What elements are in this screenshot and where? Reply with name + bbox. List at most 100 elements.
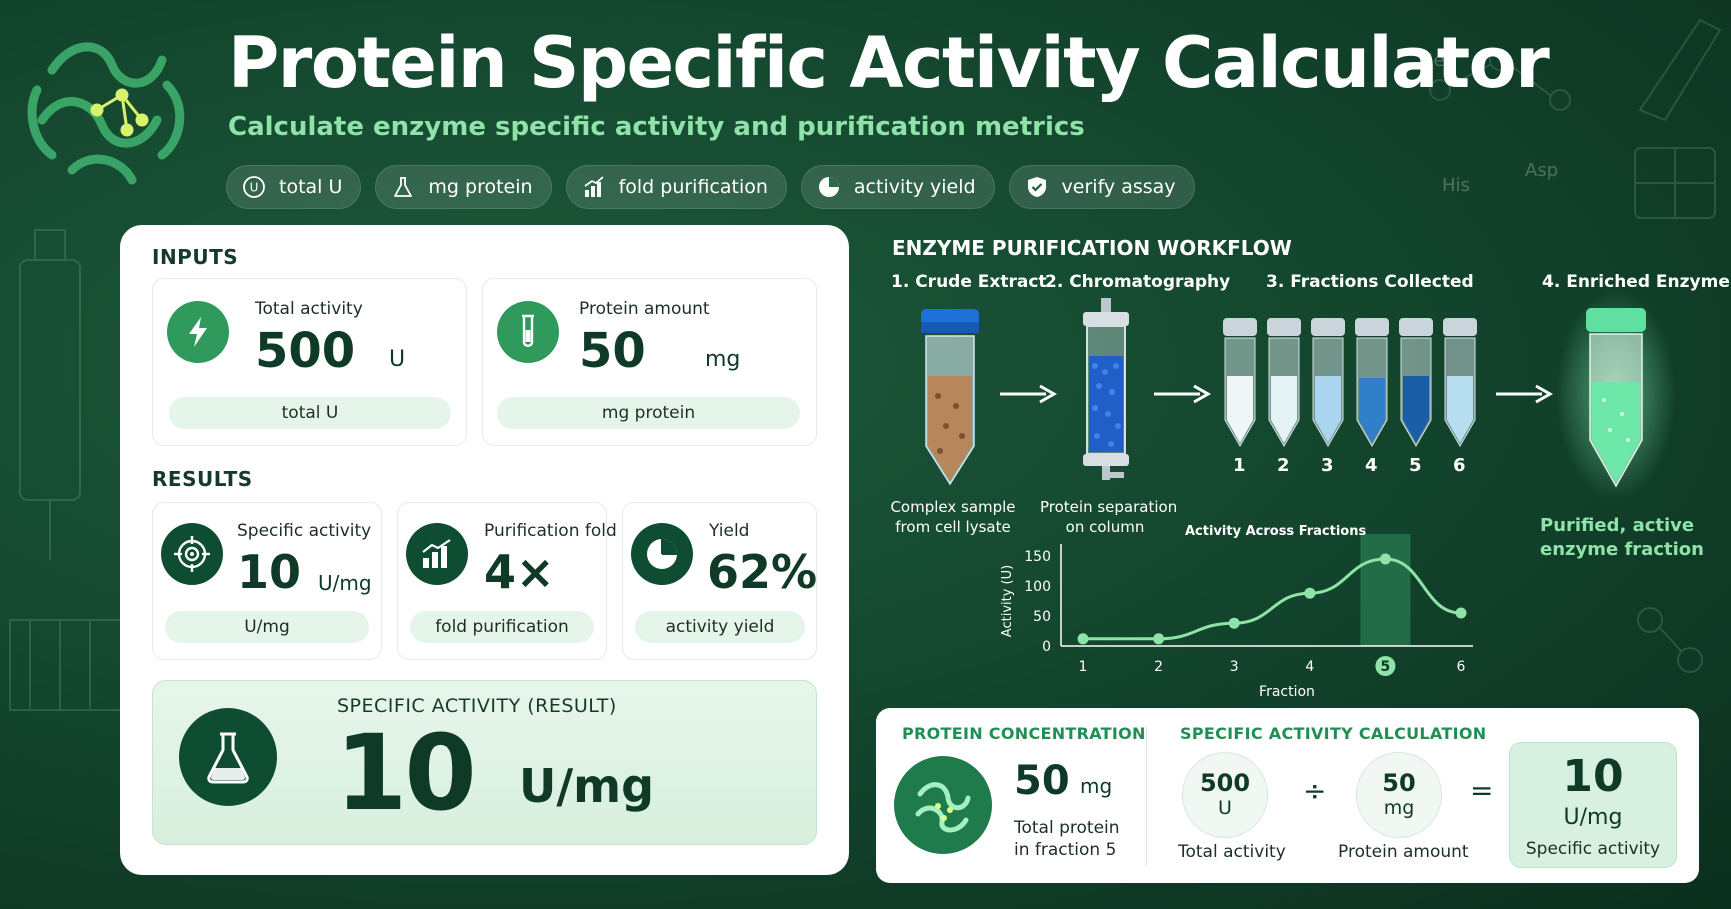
chip-fold-purification[interactable]: fold purification: [565, 165, 787, 209]
target-icon: [161, 523, 223, 585]
fraction-tube-cap: [1311, 318, 1345, 336]
specific-activity-tag: U/mg: [165, 611, 369, 643]
fraction-tube-liquid: [1227, 376, 1253, 443]
step-2-caption-line2: on column: [1065, 518, 1145, 536]
chip-total-u[interactable]: U total U: [226, 165, 362, 209]
total-activity-value[interactable]: 500: [255, 323, 356, 379]
purification-fold-card: Purification fold 4× fold purification: [397, 502, 617, 660]
bar-chart-icon: [581, 174, 607, 200]
results-heading: RESULTS: [152, 467, 253, 491]
bar-chart-icon: [406, 523, 468, 585]
page-title: Protein Specific Activity Calculator: [228, 22, 1550, 104]
protein-amount-value[interactable]: 50: [579, 323, 646, 379]
specific-activity-calc-heading: SPECIFIC ACTIVITY CALCULATION: [1180, 724, 1487, 743]
arrow-right-icon: [1000, 384, 1058, 404]
chip-activity-yield[interactable]: activity yield: [800, 165, 995, 209]
chip-label: verify assay: [1061, 176, 1176, 198]
y-tick-label: 50: [1033, 609, 1051, 625]
x-tick-label: 3: [1230, 659, 1239, 675]
fraction-number: 2: [1277, 455, 1290, 476]
enriched-enzyme-tube: [1556, 290, 1676, 500]
fraction-number: 1: [1233, 455, 1246, 476]
step-2-caption: Protein separation on column: [1040, 497, 1178, 537]
data-point: [1379, 553, 1391, 565]
step-4-caption-line2: enzyme fraction: [1540, 539, 1704, 560]
fraction-number: 3: [1321, 455, 1334, 476]
x-tick-label: 4: [1305, 659, 1314, 675]
inputs-heading: INPUTS: [152, 245, 239, 269]
step-4-caption-line1: Purified, active: [1540, 515, 1695, 536]
denominator-bubble: 50 mg: [1356, 752, 1442, 838]
final-result-value: 10: [335, 712, 477, 834]
result-label: Specific activity: [1525, 839, 1661, 859]
denominator-unit: mg: [1383, 797, 1415, 819]
yield-label: Yield: [709, 521, 750, 541]
chip-verify-assay[interactable]: verify assay: [1008, 165, 1195, 209]
fraction-number: 5: [1409, 455, 1422, 476]
x-tick-label: 2: [1154, 659, 1163, 675]
total-activity-unit: U: [389, 347, 406, 372]
y-axis-label: Activity (U): [1000, 565, 1015, 637]
concentration-value: 50: [1014, 758, 1070, 804]
y-tick-label: 100: [1024, 579, 1051, 595]
arrow-right-icon: [1496, 384, 1554, 404]
denominator-value: 50: [1382, 769, 1416, 797]
protein-amount-input-card[interactable]: Protein amount 50 mg mg protein: [482, 278, 817, 446]
specific-activity-label: Specific activity: [237, 521, 372, 541]
protein-molecule-icon: [894, 756, 992, 854]
result-box: 10 U/mg Specific activity: [1509, 742, 1677, 868]
calculator-panel: INPUTS Total activity 500 U total U Prot…: [120, 225, 849, 875]
fraction-tube-liquid: [1315, 376, 1341, 443]
step-2-caption-line1: Protein separation: [1040, 498, 1178, 516]
shield-check-icon: [1024, 174, 1050, 200]
purification-fold-value: 4×: [484, 545, 555, 599]
result-value: 10: [1562, 751, 1624, 802]
numerator-bubble: 500 U: [1182, 752, 1268, 838]
highlight-tick-marker: [1375, 656, 1396, 676]
total-activity-input-card[interactable]: Total activity 500 U total U: [152, 278, 467, 446]
step-2-label: 2. Chromatography: [1045, 272, 1231, 292]
protein-amount-tag: mg protein: [497, 397, 800, 429]
flask-icon: [179, 708, 277, 806]
step-4-label: 4. Enriched Enzyme: [1542, 272, 1730, 292]
x-tick-label: 5: [1381, 659, 1391, 675]
fraction-tubes: [1223, 318, 1477, 448]
fraction-tube-cap: [1443, 318, 1477, 336]
protein-concentration-heading: PROTEIN CONCENTRATION: [902, 724, 1146, 743]
step-4-caption: Purified, active enzyme fraction: [1540, 514, 1704, 562]
x-tick-label: 1: [1079, 659, 1088, 675]
data-point: [1304, 587, 1316, 599]
chip-mg-protein[interactable]: mg protein: [375, 165, 552, 209]
step-1-label: 1. Crude Extract: [891, 272, 1047, 292]
page-subtitle: Calculate enzyme specific activity and p…: [228, 112, 1085, 142]
chip-label: mg protein: [428, 176, 533, 198]
specific-activity-unit: U/mg: [318, 571, 372, 595]
specific-activity-card: Specific activity 10 U/mg U/mg: [152, 502, 382, 660]
test-tube-icon: [497, 301, 559, 363]
x-tick-label: 6: [1457, 659, 1466, 675]
u-circle-icon: U: [241, 174, 267, 200]
protein-amount-label: Protein amount: [579, 299, 710, 319]
total-activity-tag: total U: [169, 397, 451, 429]
concentration-unit: mg: [1080, 774, 1113, 798]
fraction-tube-liquid: [1403, 376, 1429, 443]
chip-label: total U: [279, 176, 343, 198]
calculation-panel: PROTEIN CONCENTRATION 50 mg Total protei…: [876, 708, 1699, 883]
specific-activity-result-card: SPECIFIC ACTIVITY (RESULT) 10 U/mg: [152, 680, 817, 845]
y-tick-label: 150: [1024, 549, 1051, 565]
pie-chart-icon: [631, 523, 693, 585]
total-activity-label: Total activity: [255, 299, 363, 319]
x-axis-label: Fraction: [1259, 684, 1315, 700]
data-point: [1228, 617, 1240, 629]
yield-card: Yield 62% activity yield: [622, 502, 817, 660]
chromatography-column: [1083, 298, 1129, 480]
result-unit: U/mg: [1563, 805, 1623, 830]
specific-activity-value: 10: [237, 545, 302, 599]
numerator-unit: U: [1218, 797, 1232, 819]
fraction-tube-cap: [1355, 318, 1389, 336]
step-1-caption: Complex sample from cell lysate: [888, 497, 1018, 537]
crude-extract-tube: [921, 309, 979, 486]
data-point: [1153, 633, 1165, 645]
workflow-title: ENZYME PURIFICATION WORKFLOW: [892, 236, 1292, 260]
arrow-right-icon: [1154, 384, 1212, 404]
